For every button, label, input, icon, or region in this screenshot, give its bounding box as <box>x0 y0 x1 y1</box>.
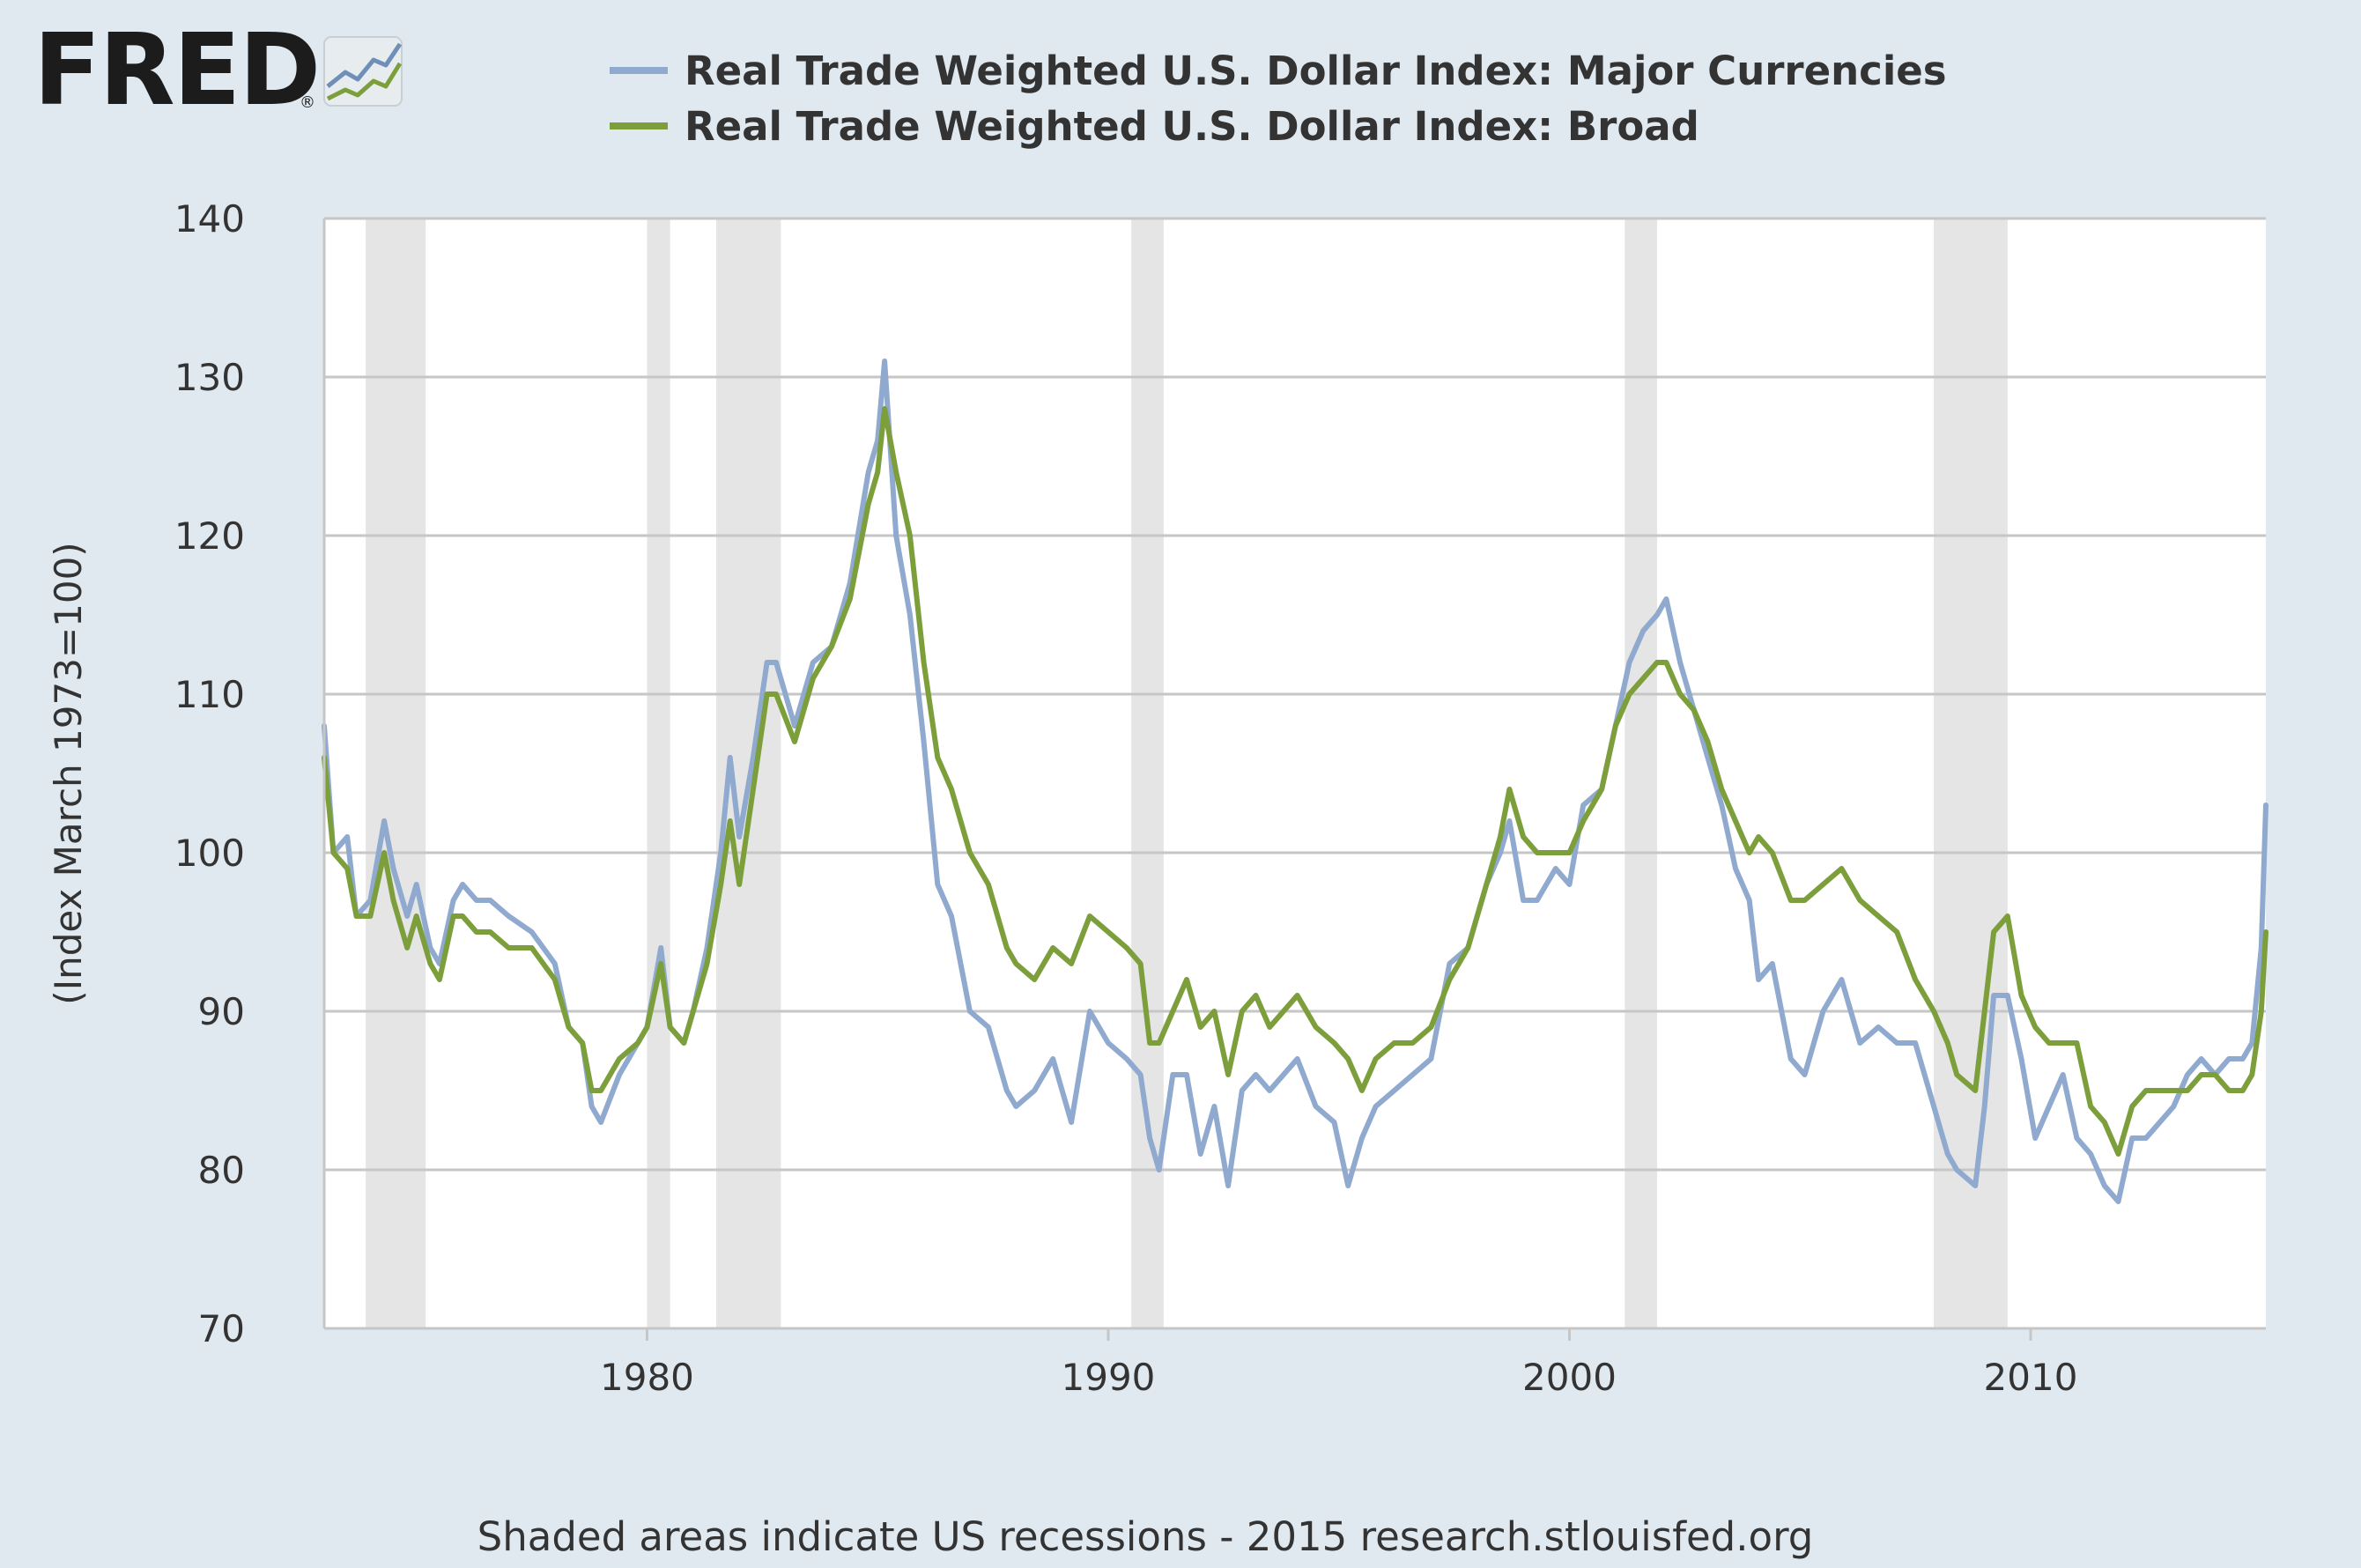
y-tick-label-140: 140 <box>174 197 245 240</box>
y-tick-label-120: 120 <box>174 514 245 558</box>
y-axis-label: (Index March 1973=100) <box>47 542 90 1004</box>
y-tick-label-90: 90 <box>198 990 245 1033</box>
series-lines <box>322 359 2268 1204</box>
x-tick-label-2010: 2010 <box>1984 1356 2078 1399</box>
fred-logo-registered: ® <box>300 93 315 112</box>
y-tick-label-110: 110 <box>174 673 245 716</box>
recession-band-3 <box>1131 218 1164 1328</box>
legend-label-0: Real Trade Weighted U.S. Dollar Index: M… <box>685 48 1947 94</box>
fred-logo-chart-icon <box>323 36 403 107</box>
recession-band-1 <box>647 218 670 1328</box>
x-tick-label-2000: 2000 <box>1522 1356 1617 1399</box>
x-axis-ticks: 1980 1990 2000 2010 <box>600 1328 2077 1399</box>
y-axis-ticks: 70 80 90 100 110 120 130 140 <box>174 197 245 1350</box>
legend: Real Trade Weighted U.S. Dollar Index: M… <box>610 48 1947 150</box>
x-tick-label-1980: 1980 <box>600 1356 694 1399</box>
y-tick-label-70: 70 <box>198 1307 245 1350</box>
gridlines <box>324 217 2266 1172</box>
series-line-broad <box>322 406 2268 1157</box>
x-tick-label-1990: 1990 <box>1062 1356 1156 1399</box>
y-tick-label-80: 80 <box>198 1149 245 1192</box>
fred-logo-text: FRED <box>33 13 319 128</box>
recession-band-4 <box>1625 218 1657 1328</box>
y-tick-label-100: 100 <box>174 832 245 875</box>
y-tick-label-130: 130 <box>174 356 245 399</box>
recession-band-0 <box>366 218 426 1328</box>
footer-note: Shaded areas indicate US recessions - 20… <box>477 1513 1814 1560</box>
fred-logo[interactable]: FRED ® <box>33 13 403 128</box>
recession-band-5 <box>1934 218 2008 1328</box>
legend-label-1: Real Trade Weighted U.S. Dollar Index: B… <box>685 103 1699 150</box>
recession-shading <box>366 218 2008 1328</box>
